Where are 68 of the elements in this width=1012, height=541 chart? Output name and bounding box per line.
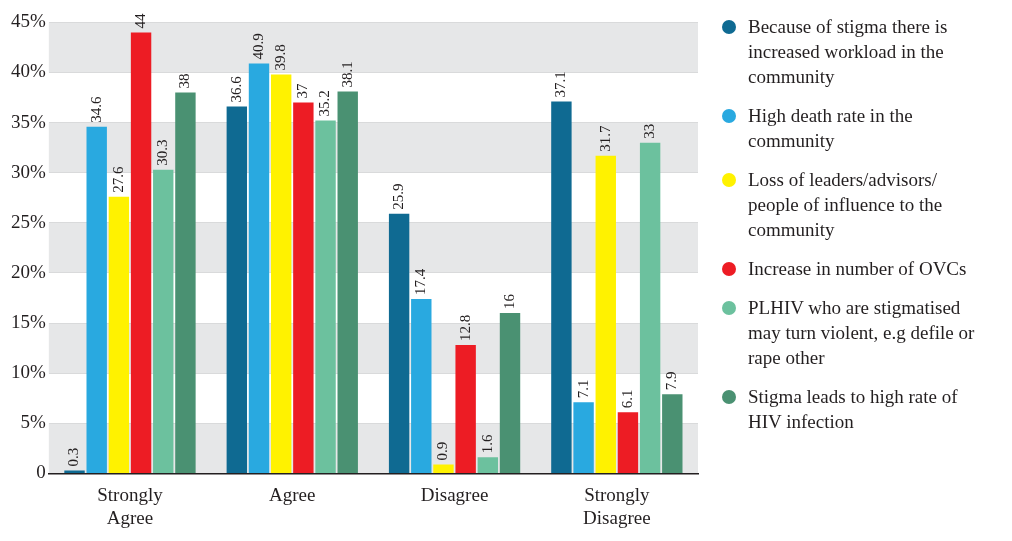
y-tick-label: 25% — [11, 210, 46, 232]
data-label: 17.4 — [412, 268, 429, 296]
bar — [337, 91, 358, 473]
x-tick-label: Agree — [269, 483, 316, 505]
legend-label: Because of stigma there is increased workload in the community — [748, 15, 949, 89]
legend-label: Increase in number of OVCs — [748, 257, 967, 281]
x-tick-label: Disagree — [420, 483, 489, 505]
data-label: 27.6 — [109, 166, 126, 193]
bar — [315, 120, 336, 473]
y-tick-label: 35% — [11, 110, 46, 132]
bar — [64, 470, 85, 473]
data-label: 0.3 — [65, 447, 82, 467]
y-tick-label: 10% — [11, 361, 46, 383]
data-label: 37 — [294, 83, 311, 99]
bar — [226, 106, 248, 473]
data-label: 31.7 — [596, 124, 613, 152]
data-label: 38.1 — [338, 61, 355, 88]
data-label: 33 — [641, 123, 658, 139]
legend-label: PLHIV who are stigmatised may turn violent, e.g defile or rape other — [748, 296, 976, 370]
bar — [411, 299, 432, 473]
data-label: 38 — [176, 73, 193, 89]
legend-label: Stigma leads to high rate of HIV infection — [748, 385, 959, 434]
bar — [433, 464, 454, 473]
data-label: 30.3 — [154, 139, 171, 166]
bar — [153, 169, 174, 473]
bar — [639, 142, 661, 473]
legend-label: High death rate in the community — [748, 104, 914, 153]
x-tick-label: Strongly Disagree — [583, 483, 651, 528]
y-tick-label: 5% — [20, 411, 46, 433]
bar — [551, 101, 572, 473]
bar — [595, 155, 616, 473]
legend-label: Loss of leaders/advisors/ people of influence to the community — [748, 168, 944, 242]
data-label: 40.9 — [249, 33, 266, 60]
y-tick-label: 0 — [36, 461, 46, 483]
bar — [499, 313, 521, 473]
data-label: 7.1 — [574, 379, 591, 399]
data-label: 44 — [132, 12, 148, 29]
x-tick-label: Strongly Agree — [97, 483, 164, 528]
bar — [130, 32, 152, 473]
data-label: 1.6 — [478, 434, 495, 454]
bar — [388, 213, 410, 473]
data-label: 35.2 — [316, 90, 333, 117]
data-label: 36.6 — [227, 75, 244, 103]
bar — [270, 74, 292, 473]
data-label: 34.6 — [87, 95, 104, 123]
y-tick-label: 20% — [11, 260, 46, 282]
y-tick-label: 40% — [11, 60, 46, 82]
data-label: 37.1 — [552, 71, 569, 98]
y-tick-label: 45% — [11, 10, 46, 32]
bar — [455, 345, 476, 473]
bar — [108, 196, 130, 473]
data-label: 25.9 — [390, 183, 407, 210]
bar — [662, 394, 683, 473]
bar — [248, 63, 270, 473]
bar — [175, 92, 196, 473]
y-tick-label: 15% — [11, 311, 46, 333]
bar — [617, 412, 639, 473]
bar — [86, 126, 107, 473]
bar — [477, 457, 499, 473]
bar — [293, 102, 314, 473]
data-label: 12.8 — [456, 314, 473, 342]
data-label: 0.9 — [434, 441, 451, 461]
bar — [573, 402, 594, 473]
data-label: 16 — [500, 293, 517, 310]
y-tick-label: 30% — [11, 160, 46, 182]
data-label: 7.9 — [663, 371, 680, 391]
data-label: 39.8 — [272, 44, 289, 71]
data-label: 6.1 — [618, 389, 635, 409]
